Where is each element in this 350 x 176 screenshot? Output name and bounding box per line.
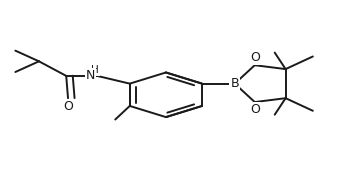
Text: N: N xyxy=(86,69,95,82)
Text: O: O xyxy=(250,51,260,64)
Text: O: O xyxy=(63,100,73,113)
Text: O: O xyxy=(250,103,260,116)
Text: B: B xyxy=(230,77,239,90)
Text: H: H xyxy=(91,65,99,75)
